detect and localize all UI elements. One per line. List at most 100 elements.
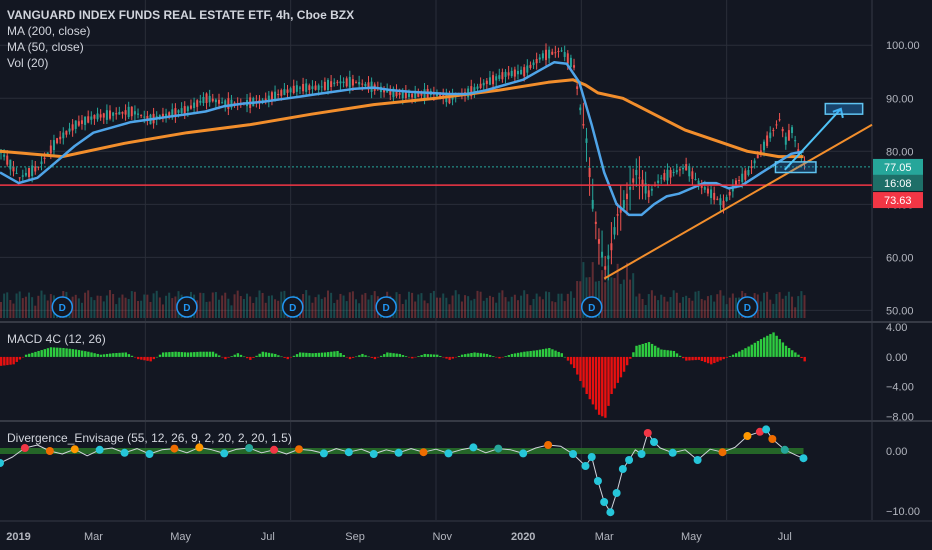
divergence-dot bbox=[755, 427, 764, 436]
candle-body bbox=[40, 161, 43, 165]
candle-body bbox=[448, 93, 451, 104]
candle-body bbox=[516, 70, 519, 75]
volume-bar bbox=[0, 302, 2, 318]
candle-body bbox=[657, 180, 660, 183]
volume-bar bbox=[482, 300, 485, 318]
macd-bar bbox=[526, 351, 529, 357]
macd-bar bbox=[420, 355, 423, 357]
candle-body bbox=[647, 190, 650, 198]
candle-body bbox=[650, 188, 653, 191]
candle-body bbox=[492, 75, 495, 85]
macd-bar bbox=[738, 351, 741, 357]
candle-body bbox=[725, 197, 728, 201]
macd-bar bbox=[613, 356, 616, 389]
divergence-dot bbox=[693, 456, 702, 464]
candle-body bbox=[682, 167, 685, 170]
macd-bar bbox=[507, 355, 511, 357]
candle-body bbox=[526, 65, 529, 73]
macd-bar bbox=[479, 353, 482, 357]
volume-bar bbox=[224, 292, 227, 318]
candle-body bbox=[327, 79, 329, 91]
macd-bar bbox=[569, 356, 573, 365]
candle-body bbox=[389, 89, 392, 95]
candle-body bbox=[168, 112, 171, 117]
macd-bar bbox=[516, 352, 520, 357]
candle-body bbox=[591, 199, 594, 209]
macd-bar bbox=[143, 356, 146, 361]
candle-body bbox=[588, 167, 591, 178]
candle-body bbox=[199, 100, 202, 103]
macd-bar bbox=[669, 350, 672, 357]
volume-bar bbox=[784, 295, 787, 318]
candle-body bbox=[339, 81, 342, 84]
macd-bar bbox=[261, 351, 264, 357]
volume-bar bbox=[414, 301, 417, 318]
candle-body bbox=[501, 72, 504, 80]
volume-bar bbox=[87, 290, 90, 318]
macd-bar bbox=[457, 355, 461, 357]
last-price-badge: 77.05 bbox=[873, 158, 923, 175]
volume-bar bbox=[21, 298, 24, 318]
volume-bar bbox=[133, 291, 136, 318]
volume-bar bbox=[130, 291, 133, 318]
volume-bar bbox=[155, 290, 158, 318]
macd-bar bbox=[769, 334, 772, 357]
volume-bar bbox=[261, 292, 264, 318]
divergence-dot bbox=[120, 448, 129, 457]
macd-bar bbox=[650, 343, 654, 357]
candle-body bbox=[470, 86, 473, 97]
candle-body bbox=[688, 166, 691, 177]
candle-body bbox=[84, 116, 87, 125]
macd-bar bbox=[685, 356, 688, 361]
volume-bar bbox=[267, 295, 270, 318]
macd-bar bbox=[87, 351, 90, 357]
divergence-dot bbox=[419, 448, 428, 457]
macd-bar bbox=[803, 356, 806, 362]
candle-body bbox=[105, 110, 108, 120]
candle-body bbox=[227, 98, 230, 109]
candle-body bbox=[330, 81, 333, 88]
price-tick-label: 90.00 bbox=[886, 93, 914, 105]
candle-body bbox=[180, 108, 183, 114]
candle-body bbox=[694, 179, 697, 181]
macd-bar bbox=[118, 352, 121, 357]
macd-bar bbox=[464, 354, 467, 357]
volume-bar bbox=[239, 296, 242, 318]
macd-bar bbox=[495, 356, 498, 358]
volume-bar bbox=[401, 303, 404, 318]
macd-bar bbox=[759, 339, 763, 357]
divergence-dot bbox=[606, 508, 615, 517]
macd-bar bbox=[529, 350, 532, 357]
candle-body bbox=[28, 168, 31, 177]
candle-body bbox=[722, 200, 725, 208]
volume-bar bbox=[467, 296, 470, 318]
candle-body bbox=[613, 227, 616, 235]
volume-bar bbox=[541, 299, 544, 318]
volume-bar bbox=[171, 298, 174, 318]
volume-bar bbox=[102, 301, 105, 318]
macd-bar bbox=[65, 348, 68, 357]
macd-bar bbox=[180, 352, 184, 357]
macd-bar bbox=[731, 354, 735, 357]
volume-bar bbox=[669, 297, 672, 318]
macd-bar bbox=[277, 355, 280, 357]
candle-body bbox=[392, 88, 395, 98]
macd-bar bbox=[510, 353, 514, 357]
candle-body bbox=[734, 180, 737, 186]
macd-bar bbox=[370, 356, 373, 358]
volume-bar bbox=[355, 299, 358, 318]
divergence-dot bbox=[637, 450, 646, 458]
macd-bar bbox=[439, 355, 442, 357]
candle-body bbox=[31, 165, 34, 176]
candle-body bbox=[286, 89, 289, 93]
macd-bar bbox=[513, 353, 517, 357]
candle-body bbox=[137, 113, 140, 115]
macd-bar bbox=[794, 352, 797, 357]
support-trendline bbox=[603, 123, 873, 280]
macd-bar bbox=[177, 351, 180, 357]
volume-bar bbox=[485, 297, 488, 318]
macd-bar bbox=[308, 353, 311, 357]
candle-body bbox=[274, 91, 277, 100]
dividend-marker-label: D bbox=[183, 303, 190, 314]
